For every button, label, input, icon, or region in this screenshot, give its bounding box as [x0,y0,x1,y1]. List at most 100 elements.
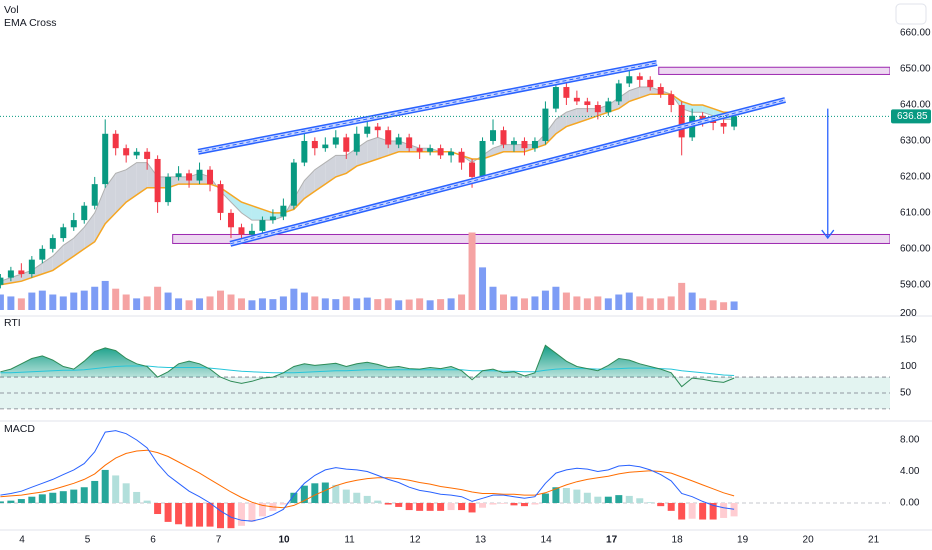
rti-tick-label: 50 [900,388,912,399]
candle-body [186,173,193,181]
volume-bar [70,292,78,310]
candle-body [81,205,88,221]
candle-body [28,259,35,275]
macd-histogram-bar [133,491,141,503]
candle-body [112,133,119,149]
volume-bar [154,286,162,310]
candle-body [154,158,161,203]
macd-histogram-bar [112,475,120,503]
macd-histogram-bar [227,502,235,529]
candle-body [626,76,633,84]
volume-bar [667,296,675,310]
volume-bar [196,298,204,310]
macd-histogram-bar [426,502,434,511]
candle-body [584,101,591,106]
price-tick-label: 610.00 [900,208,931,219]
candle-body [102,133,109,185]
volume-bar [279,296,287,310]
volume-bar [699,298,707,310]
macd-histogram-bar [604,496,612,503]
volume-bar [122,294,130,310]
volume-bar [363,297,371,310]
ema-fill [251,205,263,221]
macd-histogram-bar [552,487,560,503]
volume-bar [520,298,528,310]
macd-histogram-bar [49,492,57,503]
ema-fast-line [0,86,735,282]
volume-bar [730,301,738,310]
ema-fill [367,137,378,163]
macd-histogram-bar [667,502,675,511]
candle-body [678,105,685,138]
ema-fill [314,162,326,192]
macd-histogram-bar [531,502,539,505]
macd-histogram-bar [311,483,319,503]
macd-histogram-bar [332,484,340,503]
volume-bar [258,298,266,310]
ema-fill [230,194,242,213]
volume-bar [332,299,340,310]
macd-histogram-bar [646,502,654,503]
price-tick-label: 630.00 [900,136,931,147]
macd-histogram-bar [709,502,717,520]
volume-bar [143,296,151,310]
candle-body [406,137,413,149]
x-tick-label: 13 [475,535,487,546]
x-tick-label: 5 [85,535,91,546]
volume-bar [321,298,329,310]
candle-body [720,122,727,127]
candle-body [636,76,643,80]
volume-bar [479,267,487,310]
candle-body [542,108,549,141]
volume-bar [175,298,183,310]
candle-body [123,148,130,156]
x-tick-label: 14 [541,535,553,546]
candle-body [311,140,318,149]
macd-histogram-bar [520,502,528,507]
volume-bar [248,300,256,310]
candle-body [605,101,612,113]
volume-bar [405,299,413,310]
macd-histogram-bar [562,488,570,503]
volume-bar [311,296,319,310]
channel-line-center [198,62,657,153]
ema-fill [73,227,85,257]
price-zone [172,233,890,244]
x-tick-label: 10 [278,535,290,546]
ema-fill [241,202,252,221]
macd-histogram-bar [321,482,329,503]
candle-body [479,140,486,177]
macd-signal-line [0,449,735,509]
candle-body [238,227,245,235]
candle-body [699,115,706,120]
candle-body [427,148,434,152]
candle-body [385,130,392,145]
macd-histogram-bar [7,500,15,503]
macd-histogram-bar [625,495,633,503]
price-tick-label: 590.00 [900,279,931,290]
candle-body [175,173,182,177]
x-tick-label: 12 [410,535,422,546]
macd-histogram-bar [17,499,25,503]
macd-histogram-bar [720,502,728,518]
macd-histogram-bar [678,502,686,520]
candle-body [144,151,151,159]
volume-bar [237,298,245,310]
volume-bar [458,294,466,310]
macd-histogram-bar [59,491,67,503]
candle-body [60,227,67,239]
macd-histogram-bar [164,502,172,522]
volume-bar [290,288,298,310]
volume-bar [112,288,120,310]
macd-histogram-bar [657,502,665,507]
settings-button[interactable] [895,3,927,25]
volume-bar [269,299,277,310]
volume-bar [688,292,696,310]
x-tick-label: 19 [737,535,749,546]
price-tick-label: 620.00 [900,172,931,183]
macd-line [0,430,735,522]
macd-legend: MACD [4,423,35,435]
candle-body [437,148,444,156]
macd-histogram-bar [91,480,99,503]
